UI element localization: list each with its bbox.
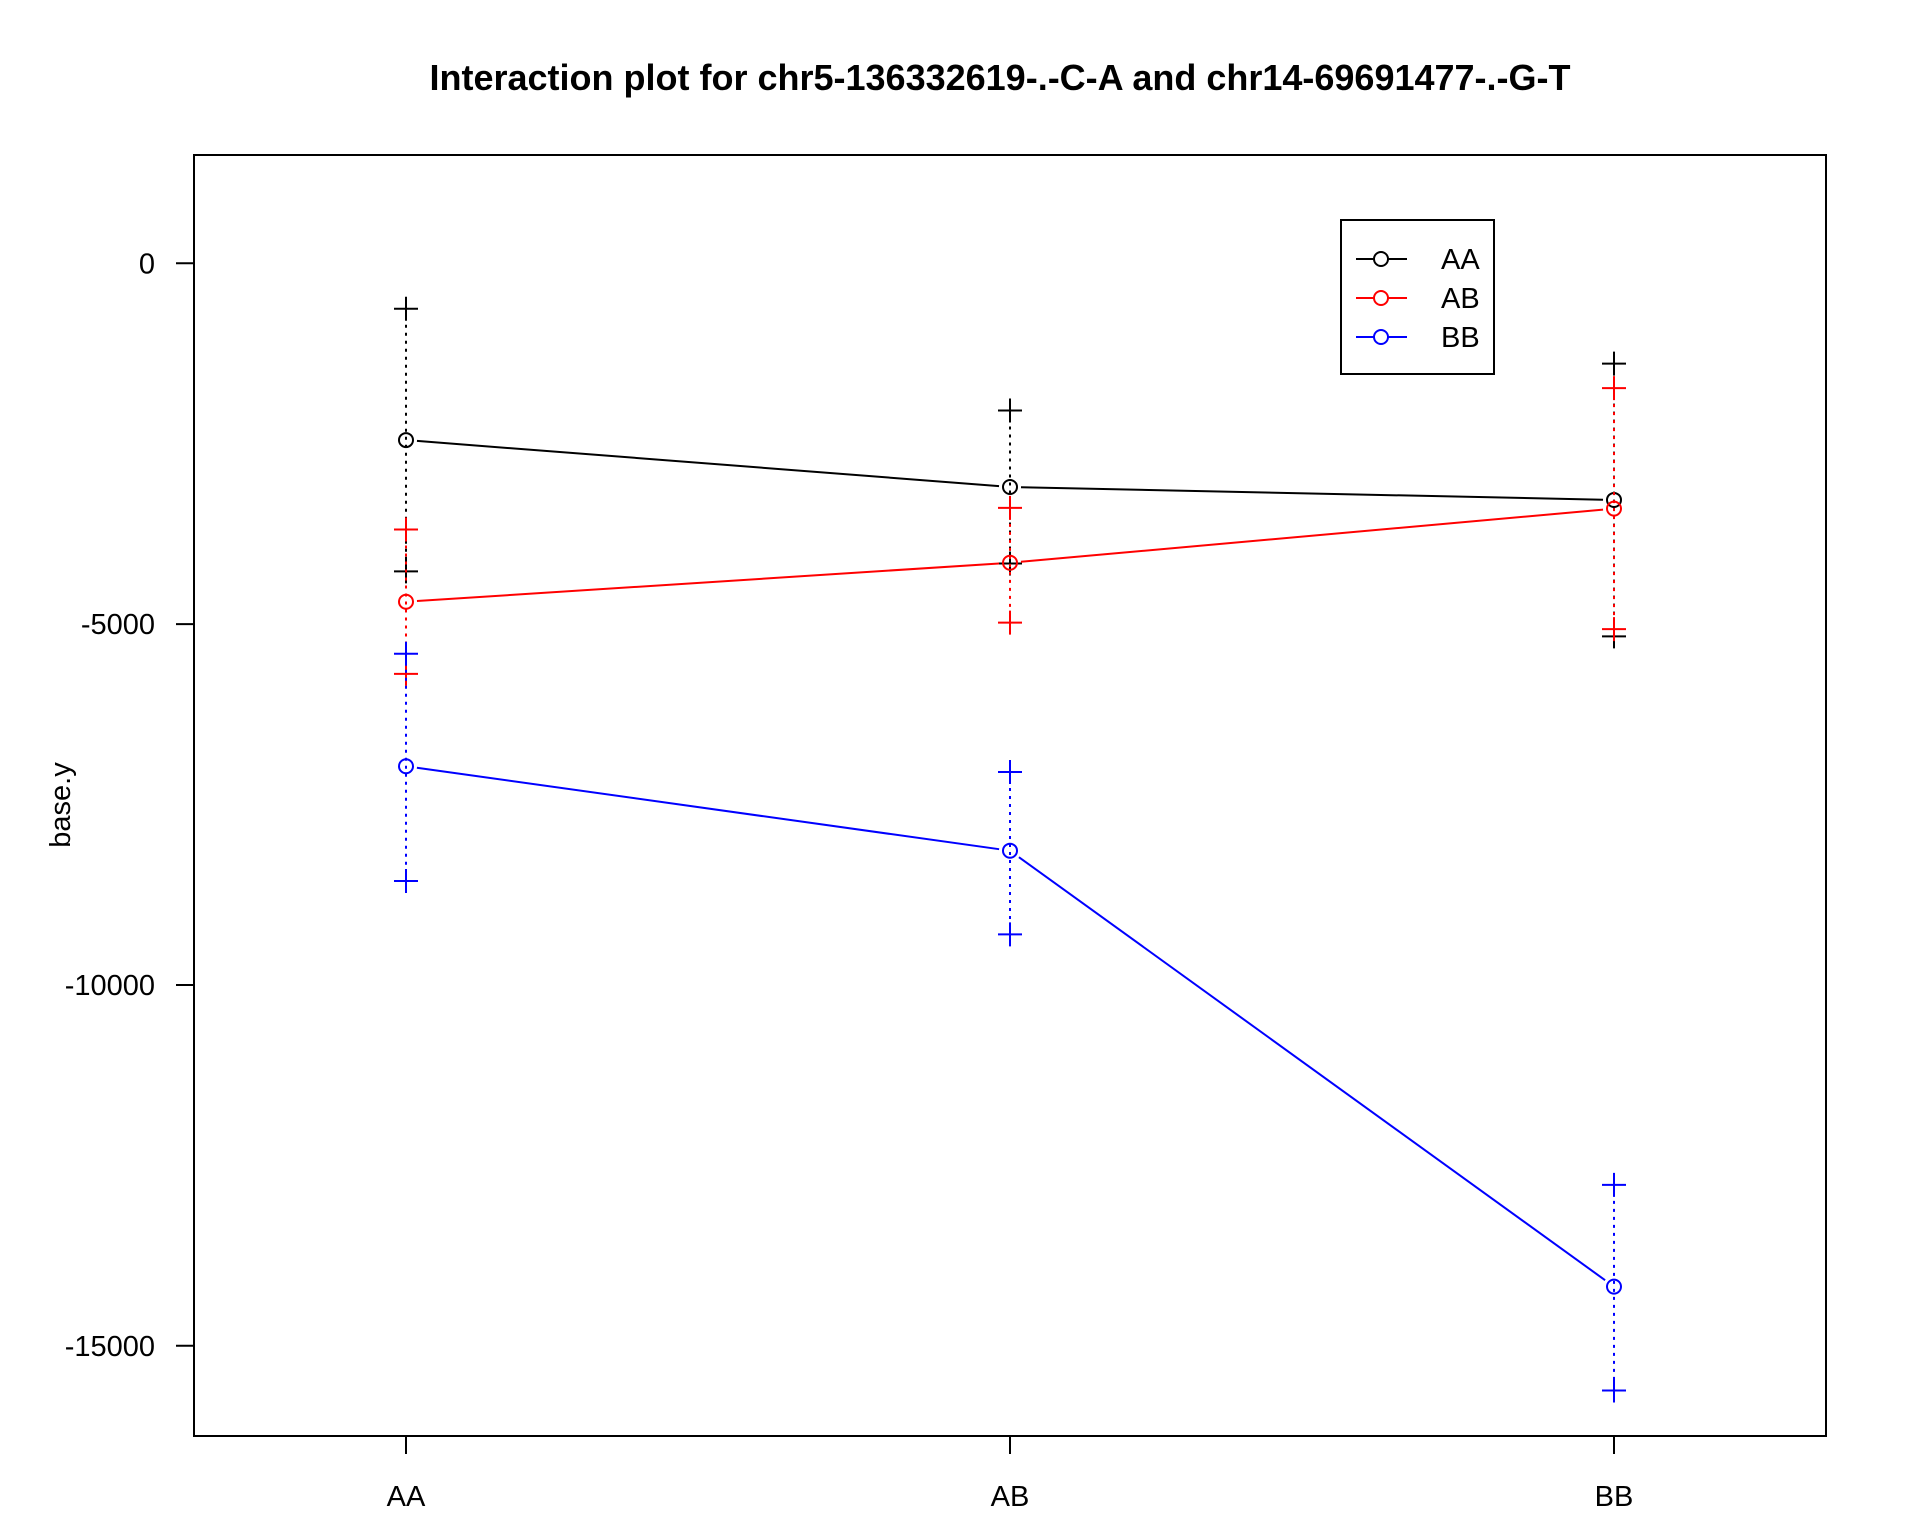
- data-point: [1002, 842, 1018, 859]
- error-bar-upper-mark: [998, 760, 1022, 785]
- legend-label: BB: [1441, 322, 1480, 354]
- data-point: [1606, 1278, 1622, 1295]
- error-bar-upper-mark: [998, 495, 1022, 520]
- y-tick-label: -10000: [65, 970, 155, 1002]
- legend-entry-aa: AA: [1356, 244, 1480, 276]
- series-line-segment: [416, 766, 1000, 851]
- error-bar-lower-mark: [998, 922, 1022, 947]
- y-tick-label: -15000: [65, 1331, 155, 1363]
- data-point: [398, 593, 414, 610]
- series-ab: [394, 376, 1626, 686]
- y-axis: 0 -5000 -10000 -15000: [65, 248, 194, 1363]
- series-line-segment: [416, 562, 1000, 603]
- data-point: [1002, 554, 1018, 571]
- error-bar-upper-mark: [394, 641, 418, 666]
- error-bar-lower-mark: [998, 610, 1022, 635]
- data-point: [398, 758, 414, 775]
- series-line-segment: [416, 439, 1000, 488]
- error-bar-upper-mark: [1602, 351, 1626, 376]
- legend-entry-ab: AB: [1356, 283, 1480, 315]
- x-tick-label: AB: [991, 1481, 1030, 1513]
- error-bar-upper-mark: [1602, 1172, 1626, 1197]
- data-point: [398, 432, 414, 449]
- series-layer: [394, 296, 1626, 1403]
- legend-entries: AA AB BB: [1356, 244, 1480, 354]
- series-bb: [394, 641, 1626, 1403]
- legend-entry-bb: BB: [1356, 322, 1480, 354]
- legend-marker: [1373, 329, 1389, 345]
- error-bar-upper-mark: [394, 296, 418, 321]
- series-line-segment: [1018, 856, 1606, 1281]
- error-bar-lower-mark: [1602, 617, 1626, 642]
- error-bar-lower-mark: [394, 661, 418, 686]
- legend-label: AA: [1441, 244, 1480, 276]
- legend-label: AB: [1441, 283, 1480, 315]
- y-tick-label: -5000: [81, 609, 155, 641]
- x-tick-label: BB: [1595, 1481, 1634, 1513]
- legend: AA AB BB: [1340, 219, 1495, 375]
- chart-title: Interaction plot for chr5-136332619-.-C-…: [429, 57, 1570, 98]
- error-bar-lower-mark: [1602, 1378, 1626, 1403]
- plot-frame: [193, 154, 1827, 1437]
- y-tick-label: 0: [139, 248, 155, 280]
- legend-marker: [1373, 251, 1389, 267]
- series-line-segment: [1020, 486, 1604, 501]
- x-axis: AA AB BB: [387, 1436, 1634, 1513]
- error-bar-lower-mark: [394, 869, 418, 894]
- legend-marker: [1373, 290, 1389, 306]
- error-bar-upper-mark: [998, 398, 1022, 423]
- error-bar-upper-mark: [1602, 376, 1626, 401]
- data-point: [1002, 478, 1018, 495]
- error-bar-upper-mark: [394, 517, 418, 542]
- series-line-segment: [1020, 508, 1604, 563]
- x-tick-label: AA: [387, 1481, 426, 1513]
- data-point: [1606, 500, 1622, 517]
- y-axis-label: base.y: [45, 762, 77, 848]
